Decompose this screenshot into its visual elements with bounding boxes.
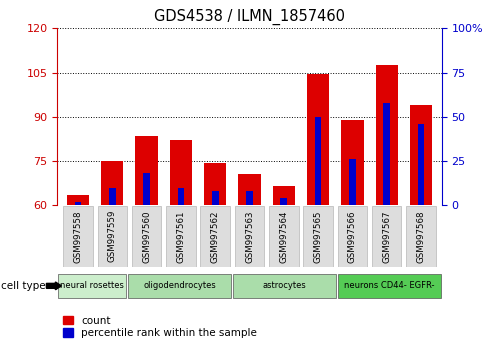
FancyBboxPatch shape bbox=[201, 206, 230, 267]
Text: oligodendrocytes: oligodendrocytes bbox=[143, 281, 216, 290]
FancyBboxPatch shape bbox=[303, 206, 333, 267]
Bar bbox=[143, 173, 150, 205]
Bar bbox=[280, 198, 287, 205]
Text: GSM997561: GSM997561 bbox=[176, 210, 186, 263]
Bar bbox=[383, 103, 390, 205]
Bar bbox=[67, 195, 89, 205]
FancyBboxPatch shape bbox=[372, 206, 402, 267]
Bar bbox=[418, 124, 424, 205]
FancyBboxPatch shape bbox=[166, 206, 196, 267]
Text: GSM997558: GSM997558 bbox=[73, 210, 82, 263]
Bar bbox=[307, 74, 329, 205]
FancyBboxPatch shape bbox=[128, 274, 231, 298]
FancyBboxPatch shape bbox=[235, 206, 264, 267]
Text: GSM997560: GSM997560 bbox=[142, 210, 151, 263]
Bar bbox=[315, 117, 321, 205]
Bar bbox=[135, 136, 158, 205]
Bar bbox=[178, 188, 184, 205]
Text: cell type: cell type bbox=[1, 281, 46, 291]
FancyBboxPatch shape bbox=[338, 274, 441, 298]
Text: neural rosettes: neural rosettes bbox=[60, 281, 124, 290]
Text: GSM997562: GSM997562 bbox=[211, 210, 220, 263]
Bar bbox=[239, 175, 260, 205]
Bar bbox=[109, 188, 116, 205]
Bar bbox=[204, 162, 227, 205]
Bar bbox=[341, 120, 364, 205]
Bar bbox=[75, 202, 81, 205]
Text: GSM997565: GSM997565 bbox=[313, 210, 323, 263]
FancyBboxPatch shape bbox=[63, 206, 93, 267]
Text: GSM997559: GSM997559 bbox=[108, 210, 117, 262]
Text: GSM997567: GSM997567 bbox=[382, 210, 391, 263]
Text: GDS4538 / ILMN_1857460: GDS4538 / ILMN_1857460 bbox=[154, 9, 345, 25]
FancyBboxPatch shape bbox=[233, 274, 336, 298]
Bar bbox=[410, 105, 432, 205]
FancyBboxPatch shape bbox=[406, 206, 436, 267]
FancyBboxPatch shape bbox=[338, 206, 367, 267]
Bar bbox=[212, 191, 219, 205]
FancyBboxPatch shape bbox=[269, 206, 298, 267]
Text: GSM997564: GSM997564 bbox=[279, 210, 288, 263]
Legend: count, percentile rank within the sample: count, percentile rank within the sample bbox=[62, 315, 257, 338]
Bar bbox=[170, 141, 192, 205]
Bar bbox=[376, 65, 398, 205]
Text: GSM997566: GSM997566 bbox=[348, 210, 357, 263]
Bar bbox=[246, 191, 253, 205]
Bar bbox=[349, 159, 356, 205]
Bar bbox=[272, 186, 295, 205]
FancyBboxPatch shape bbox=[132, 206, 161, 267]
Text: neurons CD44- EGFR-: neurons CD44- EGFR- bbox=[344, 281, 435, 290]
Text: GSM997563: GSM997563 bbox=[245, 210, 254, 263]
Text: astrocytes: astrocytes bbox=[262, 281, 306, 290]
FancyBboxPatch shape bbox=[97, 206, 127, 267]
Text: GSM997568: GSM997568 bbox=[417, 210, 426, 263]
Bar bbox=[101, 161, 123, 205]
FancyBboxPatch shape bbox=[58, 274, 126, 298]
